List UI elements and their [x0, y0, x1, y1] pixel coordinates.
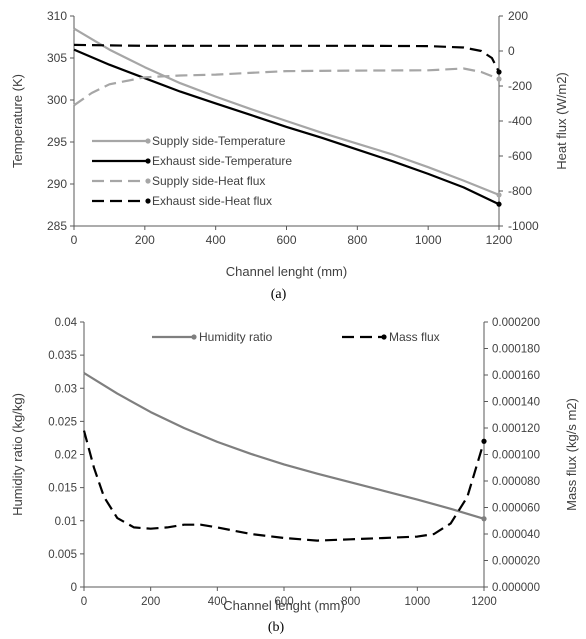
x-tick-label: 400 — [208, 596, 227, 608]
y2-tick-label: 0.000000 — [492, 582, 540, 594]
legend-marker-humidity-ratio — [191, 334, 197, 340]
x-axis-label: Channel lenght (mm) — [226, 264, 347, 279]
x-tick-label: 200 — [135, 233, 155, 247]
x-tick-label: 0 — [71, 233, 78, 247]
series-end-marker-humidity-ratio — [481, 516, 487, 522]
x-tick-label: 1200 — [471, 596, 497, 608]
legend-label-supply-side-heat-flux: Supply side-Heat flux — [152, 174, 265, 188]
y-tick-label: 295 — [47, 135, 67, 149]
x-tick-label: 800 — [341, 596, 360, 608]
y2-tick-label: 0.000080 — [492, 476, 540, 488]
y-tick-label: 310 — [47, 9, 67, 23]
y-tick-label: 0.035 — [48, 350, 77, 362]
y-axis-label: Humidity ratio (kg/kg) — [10, 393, 25, 516]
figure-caption: (a) — [271, 287, 287, 302]
y2-tick-label: 0 — [508, 44, 515, 58]
y-tick-label: 300 — [47, 93, 67, 107]
series-line-exhaust-side-heat-flux — [73, 43, 500, 73]
series-end-marker-exhaust-side-heat-flux — [496, 69, 502, 75]
figure-caption: (b) — [268, 620, 285, 635]
y-tick-label: 0.02 — [55, 450, 77, 462]
y-tick-label: 0.04 — [55, 317, 78, 329]
legend-label-exhaust-side-temperature: Exhaust side-Temperature — [152, 154, 292, 168]
series-line-supply-side-temperature — [73, 27, 500, 196]
y2-tick-label: 0.000040 — [492, 529, 540, 541]
x-tick-label: 1000 — [415, 233, 442, 247]
y-axis-label: Temperature (K) — [10, 74, 25, 168]
legend-label-humidity-ratio: Humidity ratio — [199, 330, 273, 344]
y2-tick-label: 0.000160 — [492, 370, 540, 382]
chart-b: 0 200 400 600 800 1000 1200 0 0.005 0.01 0.015 0.02… — [10, 317, 579, 635]
legend-marker-mass-flux — [381, 334, 387, 340]
legend-label-mass-flux: Mass flux — [389, 330, 440, 344]
series-end-marker-supply-side-heat-flux — [496, 76, 502, 82]
y-tick-label: 0.01 — [55, 516, 77, 528]
y2-tick-label: 0.000140 — [492, 397, 540, 409]
legend-marker-exhaust-side-temperature — [145, 158, 151, 164]
legend-marker-exhaust-side-heat-flux — [145, 198, 151, 204]
y2-tick-label: -400 — [508, 114, 532, 128]
y-tick-label: 285 — [47, 219, 67, 233]
y2-tick-label: 0.000120 — [492, 423, 540, 435]
y-tick-label: 305 — [47, 51, 67, 65]
legend-label-exhaust-side-heat-flux: Exhaust side-Heat flux — [152, 194, 272, 208]
y2-tick-label: 200 — [508, 9, 528, 23]
legend-label-supply-side-temperature: Supply side-Temperature — [152, 134, 286, 148]
x-tick-label: 600 — [276, 233, 296, 247]
x-tick-label: 600 — [274, 596, 293, 608]
y2-tick-label: -800 — [508, 184, 532, 198]
y-tick-label: 290 — [47, 177, 67, 191]
x-axis-label: Channel lenght (mm) — [223, 598, 344, 613]
y2-tick-label: 0.000180 — [492, 344, 540, 356]
series-end-marker-mass-flux — [481, 438, 487, 444]
y2-tick-label: 0.000200 — [492, 317, 540, 329]
y2-tick-label: -200 — [508, 79, 532, 93]
y-tick-label: 0 — [71, 582, 77, 594]
y2-axis-label: Heat flux (W/m2) — [554, 72, 569, 170]
y2-tick-label: -600 — [508, 149, 532, 163]
x-tick-label: 1000 — [405, 596, 431, 608]
x-tick-label: 400 — [206, 233, 226, 247]
y2-tick-label: 0.000060 — [492, 503, 540, 515]
series-line-mass-flux — [82, 430, 486, 542]
y2-tick-label: 0.000100 — [492, 450, 540, 462]
series-end-marker-supply-side-temperature — [496, 192, 502, 198]
series-end-marker-exhaust-side-temperature — [496, 201, 502, 207]
legend-marker-supply-side-heat-flux — [145, 178, 151, 184]
y-tick-label: 0.025 — [48, 416, 77, 428]
x-tick-label: 0 — [81, 596, 87, 608]
chart-a: 0 200 400 600 800 1000 1200 285 290 295 300 305 310 -… — [10, 9, 569, 302]
y2-tick-label: 0.000020 — [492, 556, 540, 568]
series-line-humidity-ratio — [83, 372, 485, 520]
x-tick-label: 1200 — [486, 233, 513, 247]
y2-axis-label: Mass flux (kg/s m2) — [564, 398, 579, 511]
x-tick-label: 200 — [141, 596, 160, 608]
series-line-supply-side-heat-flux — [73, 67, 500, 107]
y-tick-label: 0.03 — [55, 383, 77, 395]
legend-marker-supply-side-temperature — [145, 138, 151, 144]
y2-tick-label: -1000 — [508, 219, 539, 233]
y-tick-label: 0.015 — [48, 483, 77, 495]
x-tick-label: 800 — [347, 233, 367, 247]
y-tick-label: 0.005 — [48, 549, 77, 561]
